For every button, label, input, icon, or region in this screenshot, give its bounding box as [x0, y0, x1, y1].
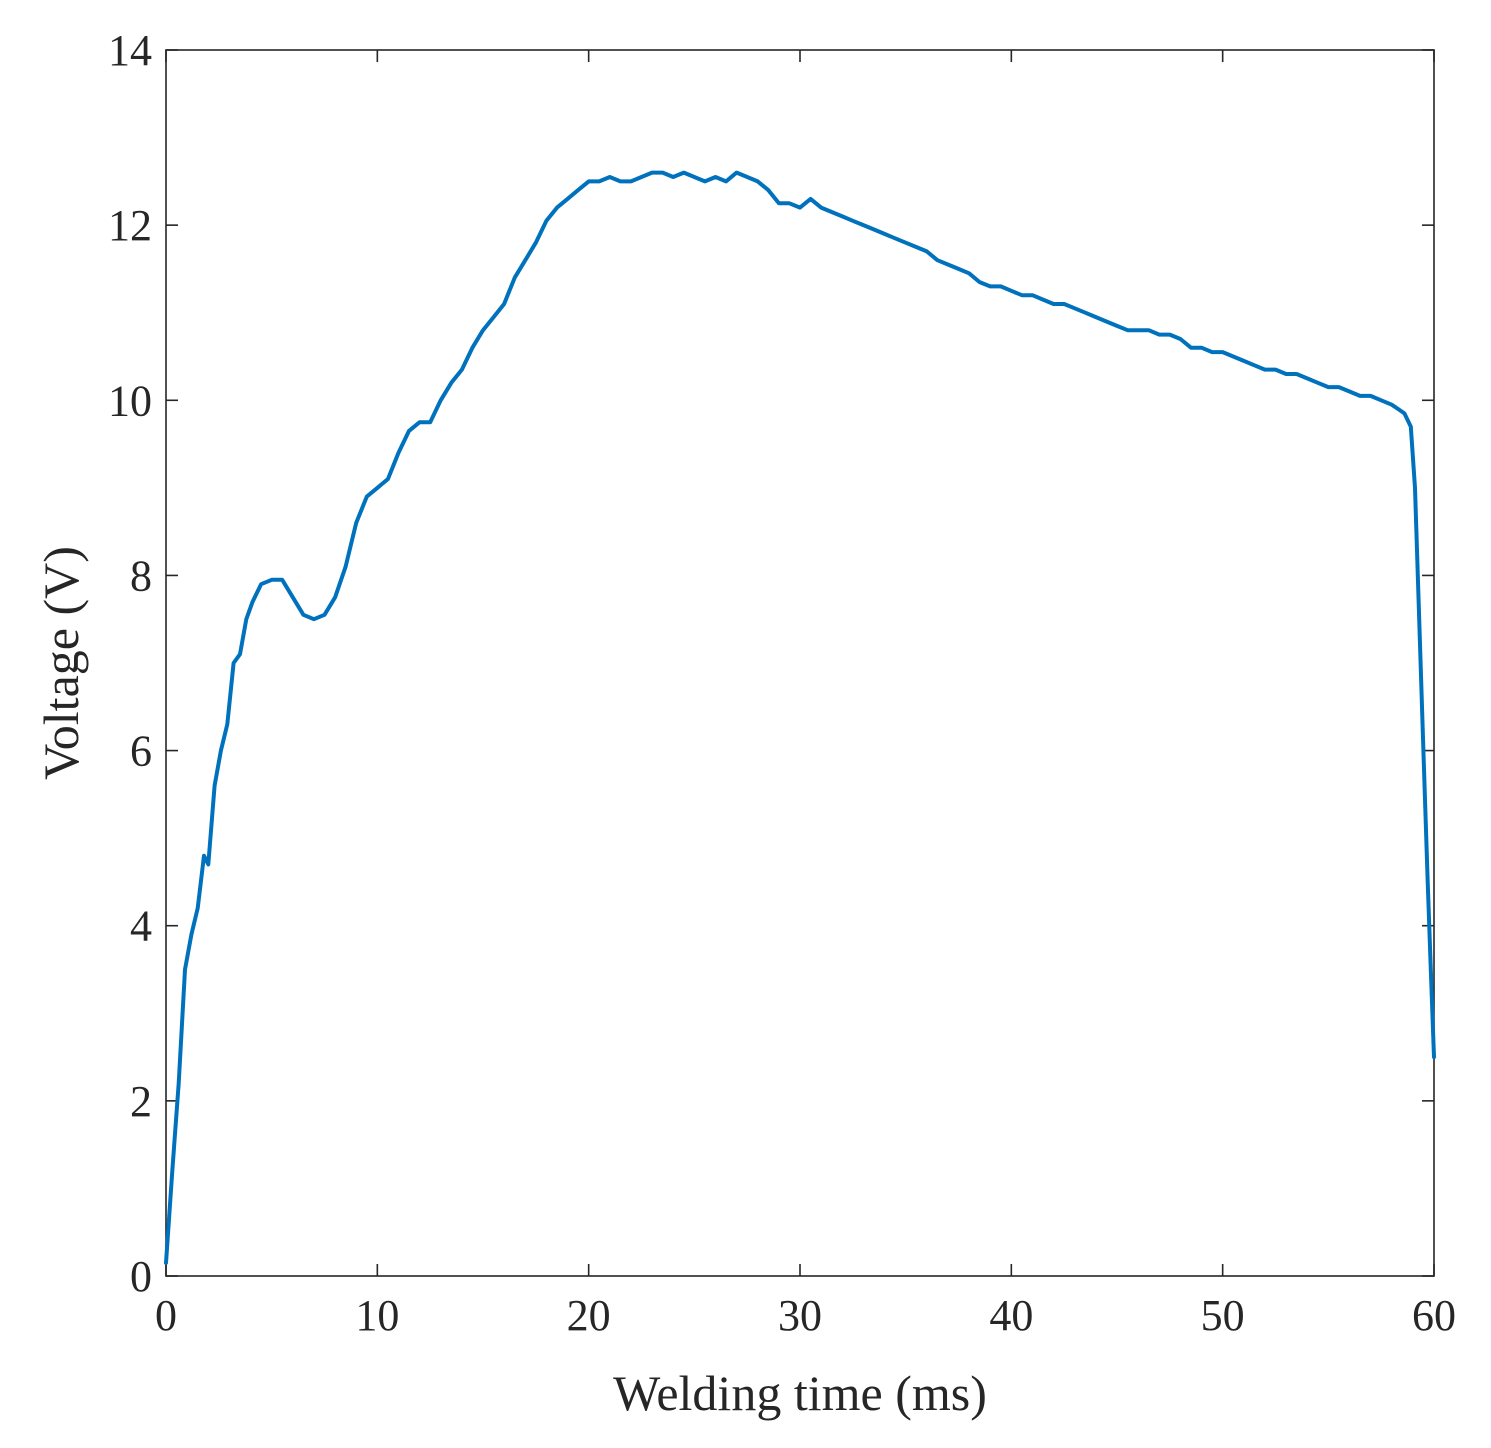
y-tick-label: 14 — [108, 26, 152, 75]
x-tick-label: 30 — [778, 1291, 822, 1340]
y-axis-tick-labels: 0 2 4 6 8 10 12 14 — [108, 26, 152, 1301]
x-tick-label: 60 — [1412, 1291, 1456, 1340]
x-tick-label: 10 — [355, 1291, 399, 1340]
x-tick-label: 20 — [567, 1291, 611, 1340]
x-tick-label: 50 — [1201, 1291, 1245, 1340]
y-axis-ticks — [166, 49, 1434, 1277]
x-tick-label: 0 — [155, 1291, 177, 1340]
x-axis-ticks — [165, 50, 1435, 1276]
y-tick-label: 4 — [130, 902, 152, 951]
y-tick-label: 6 — [130, 727, 152, 776]
y-tick-label: 8 — [130, 551, 152, 600]
series-group — [164, 170, 1436, 1265]
series-line-0 — [164, 170, 1436, 1265]
y-tick-label: 2 — [130, 1077, 152, 1126]
y-tick-label: 0 — [130, 1252, 152, 1301]
y-tick-label: 12 — [108, 201, 152, 250]
y-tick-label: 10 — [108, 376, 152, 425]
y-axis-label: Voltage (V) — [33, 546, 89, 780]
x-axis-label: Welding time (ms) — [613, 1365, 987, 1421]
x-axis-tick-labels: 0 10 20 30 40 50 60 — [155, 1291, 1456, 1340]
x-tick-label: 40 — [989, 1291, 1033, 1340]
